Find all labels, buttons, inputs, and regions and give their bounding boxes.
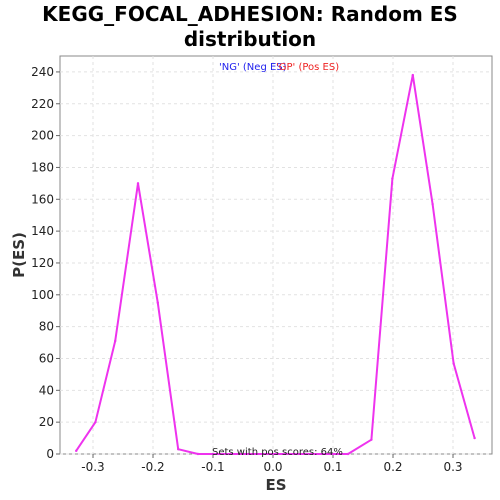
y-tick-label: 180	[31, 160, 54, 174]
legend-pos: 'GP' (Pos ES)	[276, 62, 339, 73]
data-point	[391, 177, 394, 180]
data-point	[75, 449, 78, 453]
data-point	[370, 438, 373, 441]
data-point	[411, 73, 414, 77]
chart-title: KEGG_FOCAL_ADHESION: Random ES distribut…	[0, 2, 500, 52]
x-tick-label: 0.3	[443, 460, 462, 474]
y-tick-label: 0	[46, 447, 54, 461]
data-point	[346, 452, 350, 456]
data-point	[431, 202, 434, 206]
y-tick-label: 140	[31, 224, 54, 238]
x-axis-ticks: -0.3 -0.2 -0.1 0.0 0.1 0.2 0.3	[81, 454, 463, 474]
grid-lines	[60, 56, 492, 455]
x-tick-label: 0.1	[323, 460, 342, 474]
data-point	[94, 420, 97, 424]
y-tick-label: 100	[31, 288, 54, 302]
y-tick-label: 20	[39, 415, 54, 429]
y-tick-label: 240	[31, 65, 54, 79]
data-point	[473, 436, 476, 440]
x-tick-label: -0.3	[81, 460, 104, 474]
y-axis-ticks: 0 20 40 60 80 100 120 140 160 180 200 220 240	[31, 65, 60, 461]
x-tick-label: 0.2	[383, 460, 402, 474]
x-axis-label: ES	[265, 476, 286, 494]
data-point	[114, 339, 117, 343]
data-point	[196, 452, 200, 456]
data-point	[177, 448, 180, 451]
x-tick-label: 0.0	[263, 460, 282, 474]
y-tick-label: 160	[31, 192, 54, 206]
plot-background	[59, 55, 493, 455]
y-tick-label: 80	[39, 320, 54, 334]
data-point	[136, 182, 140, 185]
x-tick-label: -0.1	[201, 460, 224, 474]
series-group	[75, 73, 476, 456]
y-tick-label: 40	[39, 383, 54, 397]
data-point	[156, 301, 159, 304]
annotation-pos-scores: Sets with pos scores: 64%	[212, 447, 343, 458]
y-axis-label: P(ES)	[10, 232, 28, 278]
x-tick-label: -0.2	[141, 460, 164, 474]
chart-title-line1: KEGG_FOCAL_ADHESION: Random ES	[42, 2, 458, 26]
y-tick-label: 200	[31, 129, 54, 143]
series-line	[75, 74, 476, 455]
data-point	[452, 362, 455, 365]
y-tick-label: 60	[39, 351, 54, 365]
legend-neg: 'NG' (Neg ES)	[219, 62, 287, 73]
chart-title-line2: distribution	[183, 27, 317, 51]
y-tick-label: 220	[31, 97, 54, 111]
y-tick-label: 120	[31, 256, 54, 270]
